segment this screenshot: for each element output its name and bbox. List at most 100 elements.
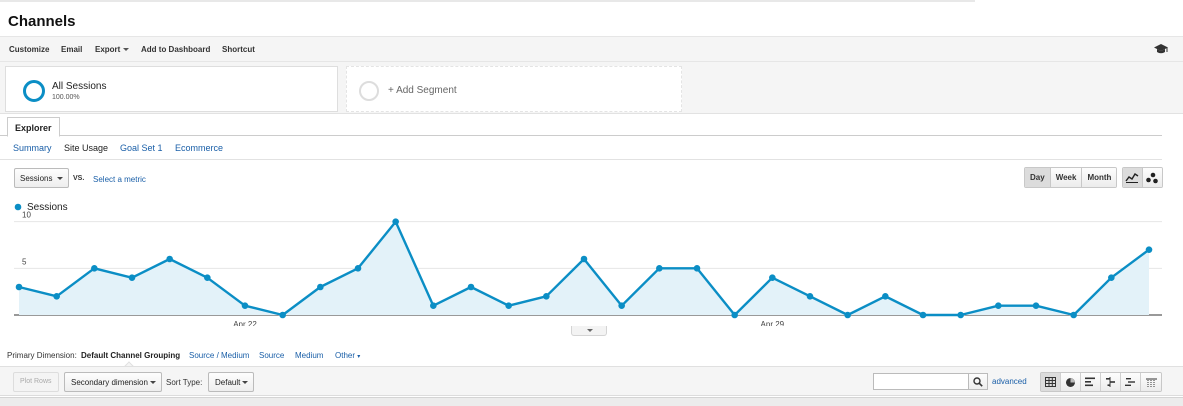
view-term-cloud-button[interactable] [1121,373,1141,391]
pivot-icon [1145,378,1157,387]
secondary-dimension-select[interactable]: Secondary dimension [64,372,162,392]
data-point[interactable] [806,293,814,300]
data-point[interactable] [995,302,1002,309]
period-day-button[interactable]: Day [1025,168,1051,187]
view-pie-button[interactable] [1061,373,1081,391]
period-week-button[interactable]: Week [1050,168,1083,187]
add-segment-button[interactable]: + Add Segment [346,66,682,112]
segment-bar: All Sessions 100.00% + Add Segment [0,62,1183,114]
period-month-button[interactable]: Month [1082,168,1117,187]
chevron-down-icon [123,48,130,51]
search-icon [973,376,983,387]
data-point[interactable] [166,255,173,263]
y-tick-labels: 5 10 [22,211,31,267]
customize-button[interactable]: Customize [9,45,50,54]
metric-select-value: Sessions [20,174,53,183]
sessions-area-fill [19,221,1149,315]
line-chart-icon [1125,173,1139,183]
view-pivot-button[interactable] [1141,373,1161,391]
bubble-chart-icon [1146,172,1159,183]
metric-select[interactable]: Sessions [14,168,69,188]
x-tick-label: Apr 22 [233,320,257,326]
search-button[interactable] [968,373,988,390]
data-point[interactable] [731,311,738,319]
data-point[interactable] [656,265,663,272]
comparison-icon [1106,377,1115,387]
chevron-down-icon [242,381,248,384]
data-point[interactable] [241,302,249,309]
table-grid-icon [1045,377,1056,387]
data-point[interactable] [392,218,399,225]
data-point[interactable] [957,311,964,319]
y-tick-label: 10 [22,211,31,220]
pie-chart-icon [1066,377,1075,387]
subtab-summary[interactable]: Summary [13,143,52,153]
data-point[interactable] [1145,246,1153,253]
advanced-filter-link[interactable]: advanced [992,377,1027,386]
data-point[interactable] [882,293,889,300]
dimension-other[interactable]: Other ▾ [335,351,360,360]
page-title: Channels [8,13,76,30]
sort-type-select[interactable]: Default [208,372,254,392]
data-point[interactable] [543,293,550,300]
data-point[interactable] [467,283,475,291]
export-label: Export [95,45,121,54]
data-point[interactable] [354,265,362,272]
segment-percent: 100.00% [52,94,80,101]
data-point[interactable] [128,274,136,281]
data-point[interactable] [430,302,437,309]
dimension-source-medium[interactable]: Source / Medium [189,351,250,360]
line-chart-button[interactable] [1123,168,1143,187]
tab-explorer[interactable]: Explorer [7,117,60,137]
legend-label: Sessions [27,202,68,213]
top-divider [0,0,975,2]
data-point[interactable] [580,255,588,263]
data-point[interactable] [505,302,512,309]
export-button[interactable]: Export [95,45,130,54]
subtab-site-usage[interactable]: Site Usage [64,143,109,153]
data-point[interactable] [844,311,851,319]
data-point[interactable] [618,302,625,309]
data-point[interactable] [53,293,60,300]
segment-all-sessions[interactable]: All Sessions 100.00% [5,66,338,112]
data-point[interactable] [15,283,23,291]
dimension-default-channel-grouping[interactable]: Default Channel Grouping [81,351,181,360]
data-point[interactable] [91,265,98,272]
view-comparison-button[interactable] [1101,373,1121,391]
metric-controls: Sessions VS. Select a metric Day Week Mo… [0,166,1183,194]
subtab-goal-set-1[interactable]: Goal Set 1 [120,143,163,153]
email-button[interactable]: Email [61,45,83,54]
period-selector: Day Week Month [1024,167,1118,188]
bar-list-icon [1085,377,1095,387]
data-point[interactable] [1032,302,1040,309]
motion-chart-button[interactable] [1142,168,1162,187]
view-performance-button[interactable] [1081,373,1101,391]
data-point[interactable] [769,274,776,281]
add-to-dashboard-button[interactable]: Add to Dashboard [141,45,211,54]
data-point[interactable] [1070,311,1077,319]
data-point[interactable] [693,265,701,272]
dimension-source[interactable]: Source [259,351,285,360]
data-point[interactable] [1108,274,1115,281]
table-search-input[interactable] [873,373,969,390]
y-tick-label: 5 [22,257,27,266]
select-metric-link[interactable]: Select a metric [93,175,146,184]
primary-dimension-label: Primary Dimension: [7,351,77,360]
sessions-points [15,218,1153,319]
data-point[interactable] [317,283,324,291]
chart-resize-handle[interactable] [571,326,607,336]
view-table-button[interactable] [1041,373,1061,391]
plot-rows-button[interactable]: Plot Rows [13,372,59,392]
data-point[interactable] [279,311,286,319]
data-point[interactable] [204,274,211,281]
primary-dimension-bar: Primary Dimension: Default Channel Group… [0,348,1183,373]
dimension-medium[interactable]: Medium [295,351,324,360]
subtab-ecommerce[interactable]: Ecommerce [175,143,224,153]
data-point[interactable] [919,311,927,319]
tab-bar: Explorer [0,114,1162,137]
graduation-cap-icon[interactable] [1153,43,1169,55]
table-toolbar: Plot Rows Secondary dimension Sort Type:… [0,366,1183,396]
secondary-dimension-value: Secondary dimension [71,378,148,387]
shortcut-button[interactable]: Shortcut [222,45,255,54]
